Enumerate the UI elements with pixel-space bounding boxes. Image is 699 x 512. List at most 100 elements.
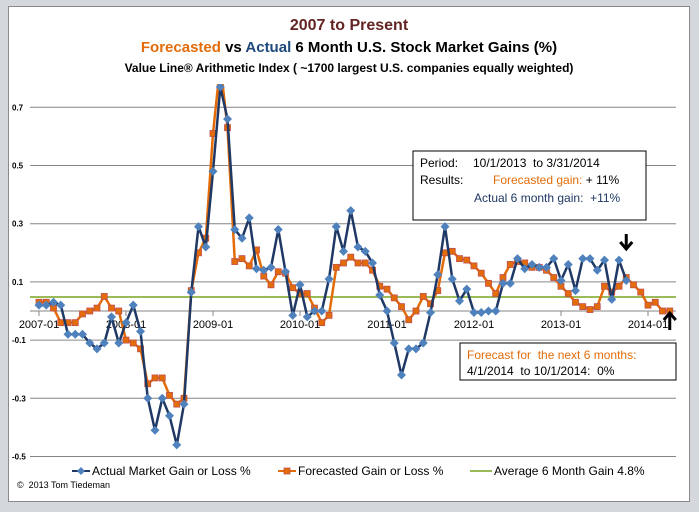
actual-point [542, 262, 551, 272]
legend-square-icon [283, 467, 291, 475]
actual-point [520, 264, 530, 274]
actual-point [447, 274, 457, 284]
forecast-point [115, 307, 123, 315]
period-value: 10/1/2013 to 3/31/2014 [473, 156, 600, 170]
actual-point [273, 225, 283, 235]
y-tick-label: -0.1 [12, 336, 26, 345]
actual-point [527, 259, 537, 269]
legend-actual: Actual Market Gain or Loss % [92, 464, 251, 478]
forecast-point [332, 263, 340, 271]
forecast-point [303, 290, 311, 297]
actual-point [505, 278, 515, 288]
actual-point [600, 255, 609, 265]
actual-point [339, 246, 348, 256]
x-tick-label: 2011-01 [367, 319, 407, 331]
y-tick-label: -0.3 [12, 394, 26, 403]
period-label: Period: [420, 156, 458, 170]
actual-point [353, 242, 363, 252]
actual-point [317, 306, 327, 316]
forecast-point [390, 294, 398, 302]
forecast-point [93, 304, 101, 312]
actual-point [78, 329, 87, 339]
forecast-point [630, 281, 637, 289]
forecast-point [71, 319, 79, 327]
actual-point [302, 312, 312, 322]
forecast-point [412, 307, 420, 315]
actual-point [360, 246, 370, 256]
x-tick-label: 2007-01 [19, 319, 59, 331]
forecast-point [456, 255, 463, 263]
forecast-point [550, 274, 558, 281]
actual-point [556, 275, 566, 285]
forecast-point [274, 268, 282, 276]
actual-gain: Actual 6 month gain: +11% [474, 191, 621, 205]
actual-point [585, 254, 595, 264]
actual-point [592, 265, 602, 275]
series-group [30, 84, 676, 450]
actual-point [92, 344, 102, 354]
actual-point [237, 233, 247, 243]
results-box: Period: 10/1/2013 to 3/31/2014 Results: … [412, 150, 647, 221]
actual-point [186, 287, 196, 297]
forecast-point [129, 339, 137, 347]
actual-point [244, 213, 254, 223]
forecast-gain-label: Forecasted gain: [493, 173, 582, 187]
forecast-point [347, 253, 355, 261]
actual-point [571, 286, 580, 296]
legend-forecast: Forecasted Gain or Loss % [298, 464, 444, 478]
actual-point [462, 284, 472, 294]
y-tick-label: 0.3 [12, 220, 24, 229]
forecast-point [398, 303, 405, 311]
actual-point [281, 267, 290, 277]
actual-point [368, 258, 377, 268]
subtitle-vs: vs [221, 39, 245, 56]
actual-point [136, 326, 145, 336]
actual-point [85, 338, 95, 348]
forecast-point [463, 256, 471, 264]
forecast-point [108, 304, 115, 312]
actual-point [621, 275, 631, 285]
actual-point [549, 254, 559, 264]
actual-point [252, 264, 261, 274]
actual-point [491, 306, 501, 316]
actual-point [128, 300, 138, 310]
y-tick-label: 0.1 [12, 278, 24, 287]
arrow-up-icon [662, 310, 677, 330]
actual-point [288, 310, 298, 320]
x-tick-label: 2012-01 [454, 319, 494, 331]
actual-point [63, 329, 73, 339]
actual-point [563, 259, 573, 269]
x-tick-label: 2014-01 [628, 319, 668, 331]
forecast-point [231, 258, 239, 265]
forecast-gain: Forecasted gain: + 11% [493, 173, 620, 187]
forecast-point [340, 259, 347, 267]
actual-point [157, 393, 167, 403]
forecast-point [325, 311, 333, 319]
actual-point [143, 393, 153, 403]
forecast-point [158, 374, 166, 382]
actual-point [404, 344, 414, 354]
actual-point [397, 370, 406, 380]
forecast-point [579, 303, 587, 311]
forecast-point [448, 247, 456, 255]
actual-point [455, 296, 464, 306]
actual-point [201, 242, 211, 252]
actual-point [469, 307, 479, 317]
legend-average: Average 6 Month Gain 4.8% [494, 464, 645, 478]
forecast-point [173, 400, 181, 408]
forecast-point [419, 293, 427, 300]
actual-point [440, 222, 450, 232]
actual-point [121, 318, 131, 328]
forecast-point [166, 391, 173, 399]
forecast-point [361, 259, 369, 267]
actual-point [295, 280, 305, 290]
forecast-point [492, 290, 500, 297]
actual-point [426, 307, 435, 317]
actual-point [411, 344, 421, 354]
forecast-point [615, 282, 623, 290]
diamond-series-line [39, 85, 628, 447]
forecast-point [354, 259, 362, 267]
forecast-point [318, 319, 326, 327]
forecast-box: Forecast for the next 6 months: 4/1/2014… [459, 342, 677, 381]
